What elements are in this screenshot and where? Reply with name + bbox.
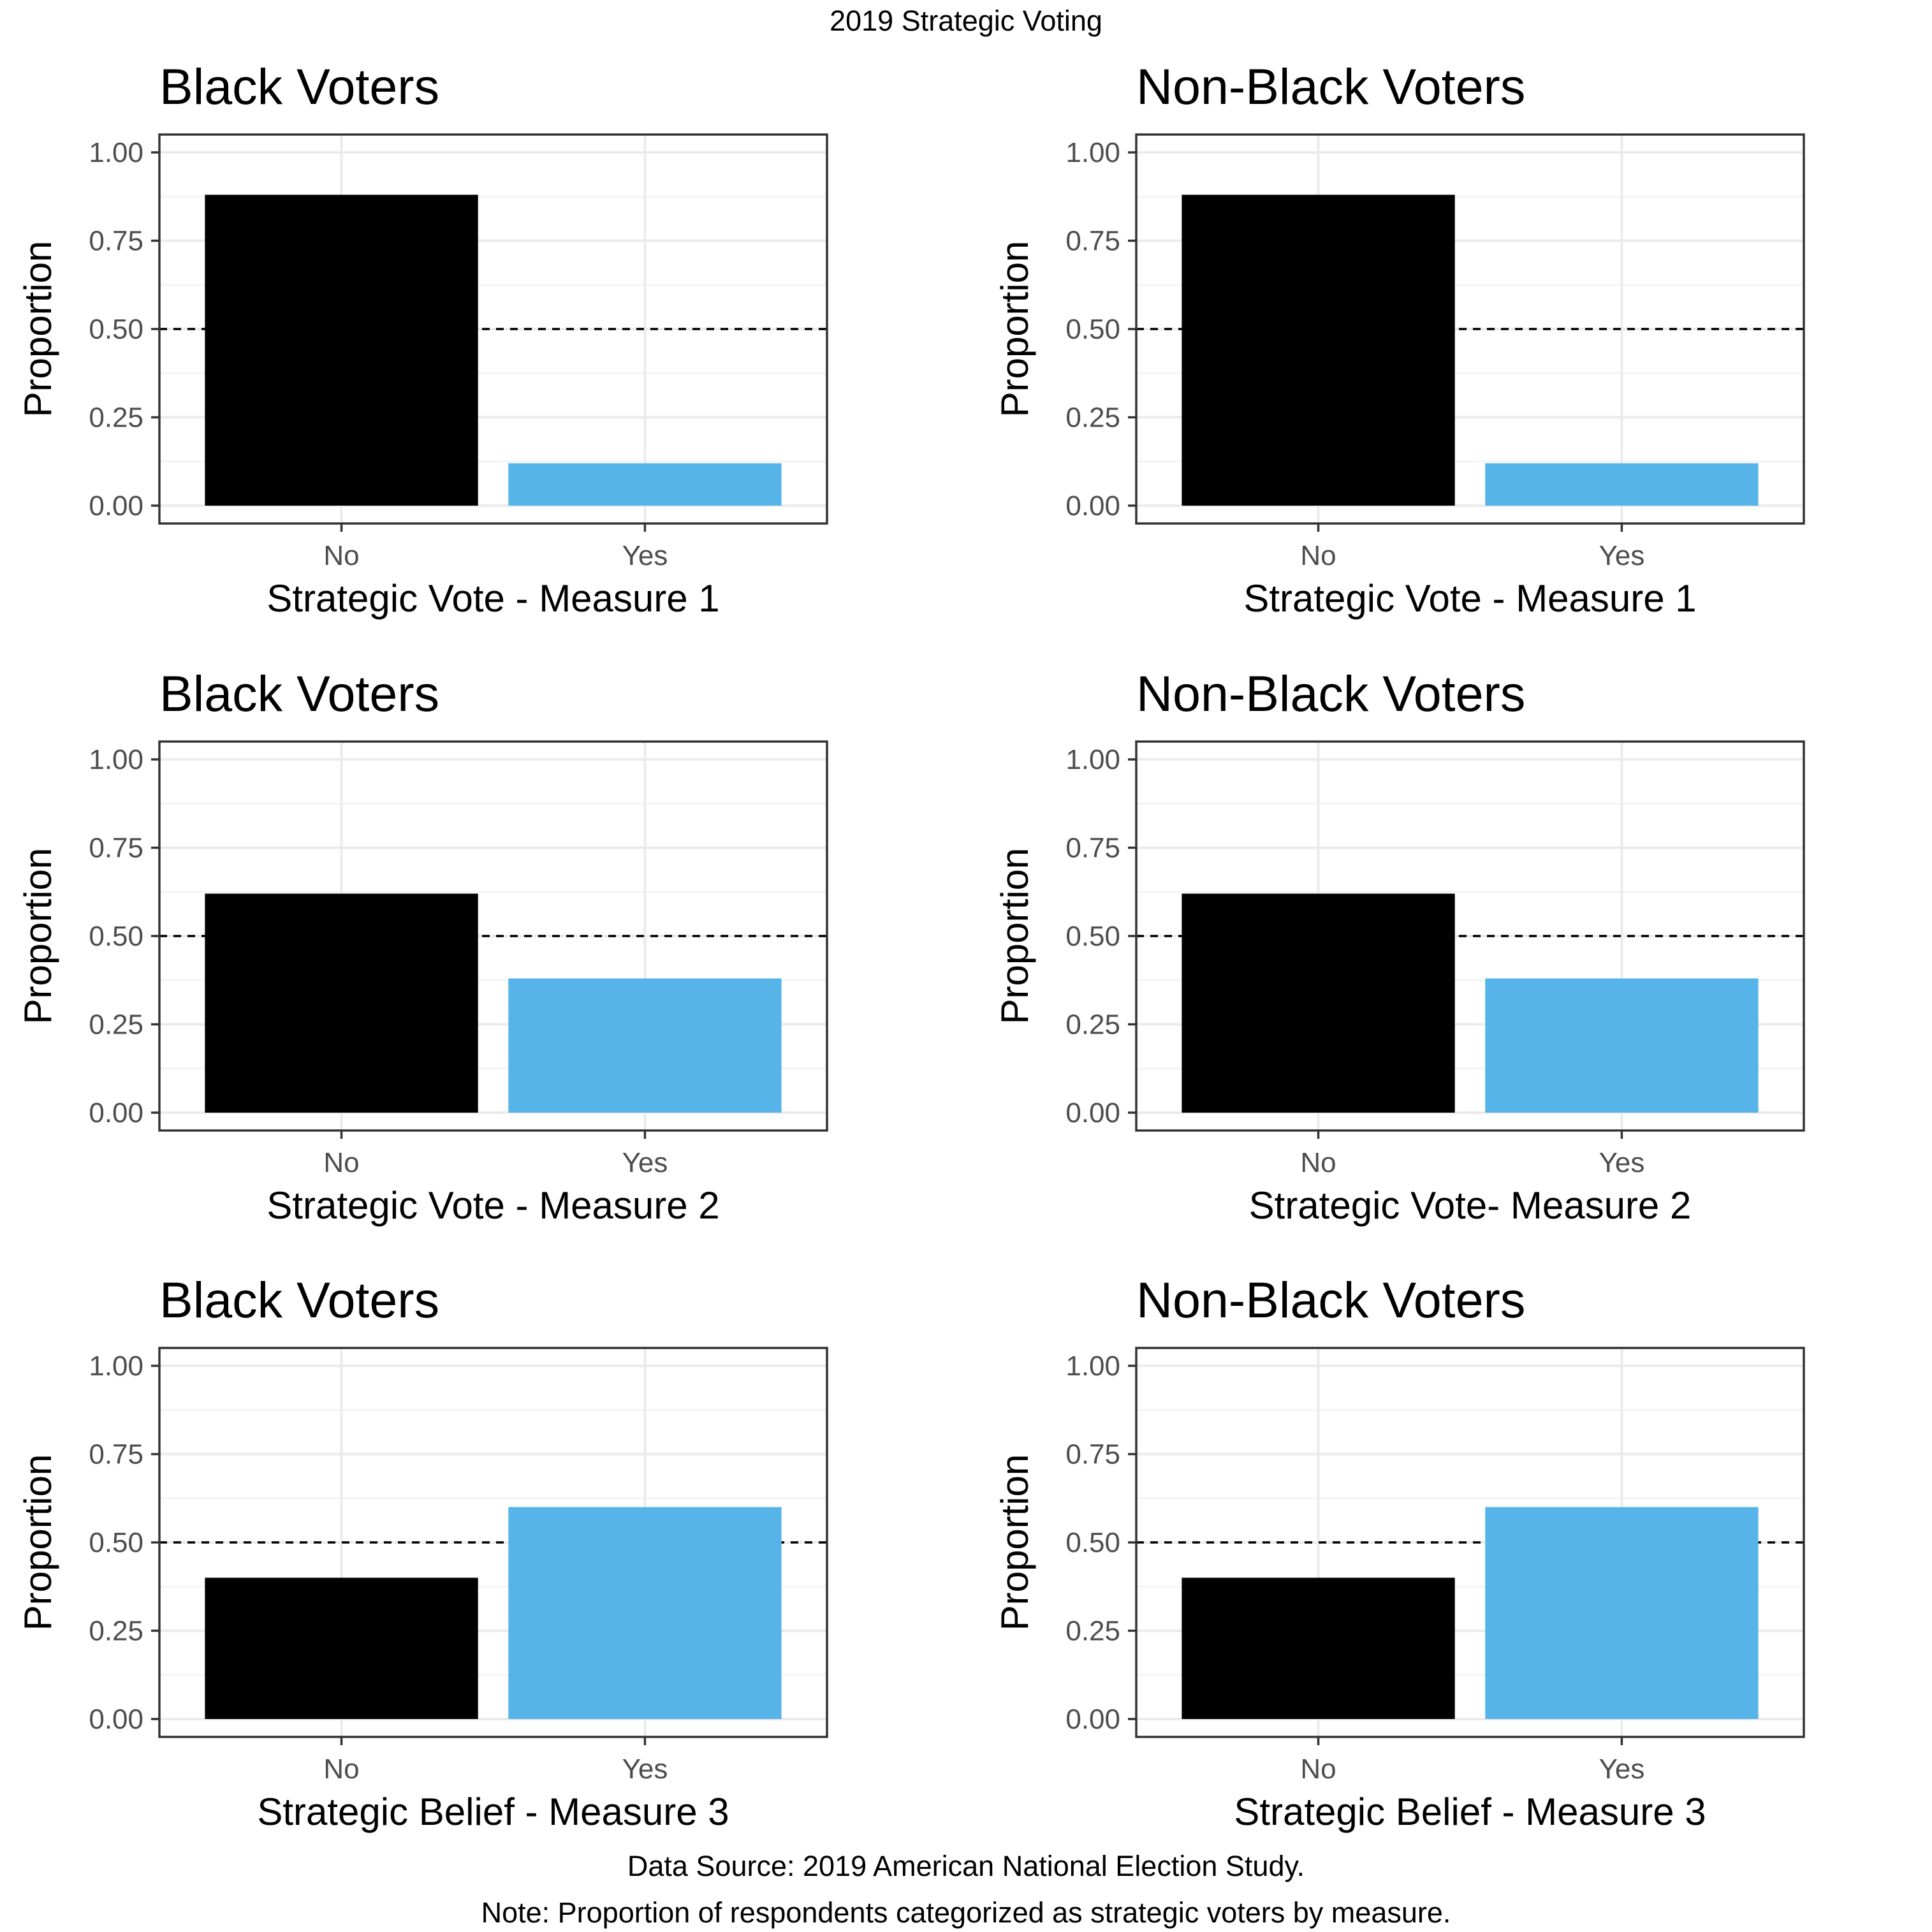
y-tick-label: 0.25 (89, 1009, 143, 1041)
bar-no (1182, 893, 1455, 1113)
bar-yes (508, 463, 782, 506)
x-axis-title: Strategic Vote - Measure 1 (267, 577, 719, 620)
chart-panel-3: 0.00 0.25 0.50 0.75 1.00 No Yes Strategic Vote … (17, 665, 828, 1227)
y-tick-label: 1.00 (89, 744, 143, 775)
bar-yes (1485, 1507, 1759, 1719)
panel-title: Black Voters (159, 58, 439, 115)
y-tick-label: 1.00 (89, 1350, 143, 1382)
y-tick-label: 0.50 (1065, 314, 1120, 345)
figure-title: 2019 Strategic Voting (830, 4, 1102, 37)
y-axis-title: Proportion (993, 241, 1036, 418)
y-axis-title: Proportion (17, 848, 59, 1025)
x-axis-title: Strategic Belief - Measure 3 (257, 1790, 729, 1833)
data-source-caption: Data Source: 2019 American National Elec… (627, 1850, 1305, 1882)
chart-grid: 0.00 0.25 0.50 0.75 1.00 No Yes Strategic Vote … (17, 58, 1805, 1833)
y-tick-label: 0.50 (1065, 921, 1120, 952)
y-tick-label: 0.00 (89, 1097, 143, 1129)
y-tick-label: 1.00 (1065, 1350, 1120, 1382)
x-tick-label: Yes (1599, 540, 1645, 571)
bar-no (205, 194, 478, 506)
y-tick-label: 0.25 (1065, 1009, 1120, 1041)
note-caption: Note: Proportion of respondents categori… (481, 1896, 1451, 1929)
chart-panel-6: 0.00 0.25 0.50 0.75 1.00 No Yes Strategic Belie… (993, 1271, 1805, 1833)
x-tick-label: No (1300, 1753, 1336, 1785)
x-tick-label: Yes (622, 540, 668, 571)
bar-yes (508, 1507, 782, 1719)
y-axis-title: Proportion (17, 1454, 59, 1631)
bar-no (1182, 1577, 1455, 1719)
y-tick-label: 0.50 (89, 921, 143, 952)
y-tick-label: 0.25 (89, 1616, 143, 1647)
y-tick-label: 0.75 (89, 226, 143, 257)
y-tick-label: 1.00 (89, 137, 143, 168)
panel-title: Black Voters (159, 1271, 439, 1328)
y-tick-label: 0.25 (1065, 1616, 1120, 1647)
bar-yes (1485, 978, 1759, 1113)
x-tick-label: Yes (1599, 1753, 1645, 1785)
y-axis-title: Proportion (17, 241, 59, 418)
y-tick-label: 0.50 (1065, 1527, 1120, 1558)
panel-title: Non-Black Voters (1136, 665, 1525, 722)
y-tick-label: 0.50 (89, 314, 143, 345)
x-axis-title: Strategic Vote - Measure 2 (267, 1184, 719, 1227)
chart-panel-2: 0.00 0.25 0.50 0.75 1.00 No Yes Strategic Vote … (993, 58, 1805, 620)
chart-panel-5: 0.00 0.25 0.50 0.75 1.00 No Yes Strategic Belie… (17, 1271, 828, 1833)
x-tick-label: Yes (1599, 1147, 1645, 1178)
x-tick-label: No (323, 1753, 359, 1785)
bar-yes (1485, 463, 1759, 506)
y-tick-label: 0.75 (1065, 1439, 1120, 1470)
y-axis-title: Proportion (993, 1454, 1036, 1631)
x-tick-label: No (1300, 540, 1336, 571)
x-tick-label: No (323, 540, 359, 571)
x-axis-title: Strategic Vote- Measure 2 (1249, 1184, 1692, 1227)
y-tick-label: 0.75 (89, 1439, 143, 1470)
x-tick-label: Yes (622, 1753, 668, 1785)
y-tick-label: 0.00 (1065, 490, 1120, 522)
bar-no (205, 893, 478, 1113)
panel-title: Non-Black Voters (1136, 1271, 1525, 1328)
y-tick-label: 0.00 (1065, 1704, 1120, 1735)
y-tick-label: 0.25 (89, 402, 143, 434)
chart-panel-1: 0.00 0.25 0.50 0.75 1.00 No Yes Strategic Vote … (17, 58, 828, 620)
x-axis-title: Strategic Belief - Measure 3 (1234, 1790, 1706, 1833)
y-tick-label: 0.00 (89, 1704, 143, 1735)
y-tick-label: 0.75 (1065, 226, 1120, 257)
x-tick-label: No (323, 1147, 359, 1178)
x-tick-label: No (1300, 1147, 1336, 1178)
y-tick-label: 0.50 (89, 1527, 143, 1558)
y-tick-label: 0.75 (1065, 833, 1120, 864)
y-tick-label: 1.00 (1065, 744, 1120, 775)
x-tick-label: Yes (622, 1147, 668, 1178)
bar-no (205, 1577, 478, 1719)
bar-no (1182, 194, 1455, 506)
panel-title: Black Voters (159, 665, 439, 722)
y-tick-label: 0.00 (1065, 1097, 1120, 1129)
chart-panel-4: 0.00 0.25 0.50 0.75 1.00 No Yes Strategic Vote-… (993, 665, 1805, 1227)
y-axis-title: Proportion (993, 848, 1036, 1025)
panel-title: Non-Black Voters (1136, 58, 1525, 115)
y-tick-label: 0.00 (89, 490, 143, 522)
y-tick-label: 0.75 (89, 833, 143, 864)
y-tick-label: 1.00 (1065, 137, 1120, 168)
y-tick-label: 0.25 (1065, 402, 1120, 434)
bar-yes (508, 978, 782, 1113)
x-axis-title: Strategic Vote - Measure 1 (1243, 577, 1696, 620)
